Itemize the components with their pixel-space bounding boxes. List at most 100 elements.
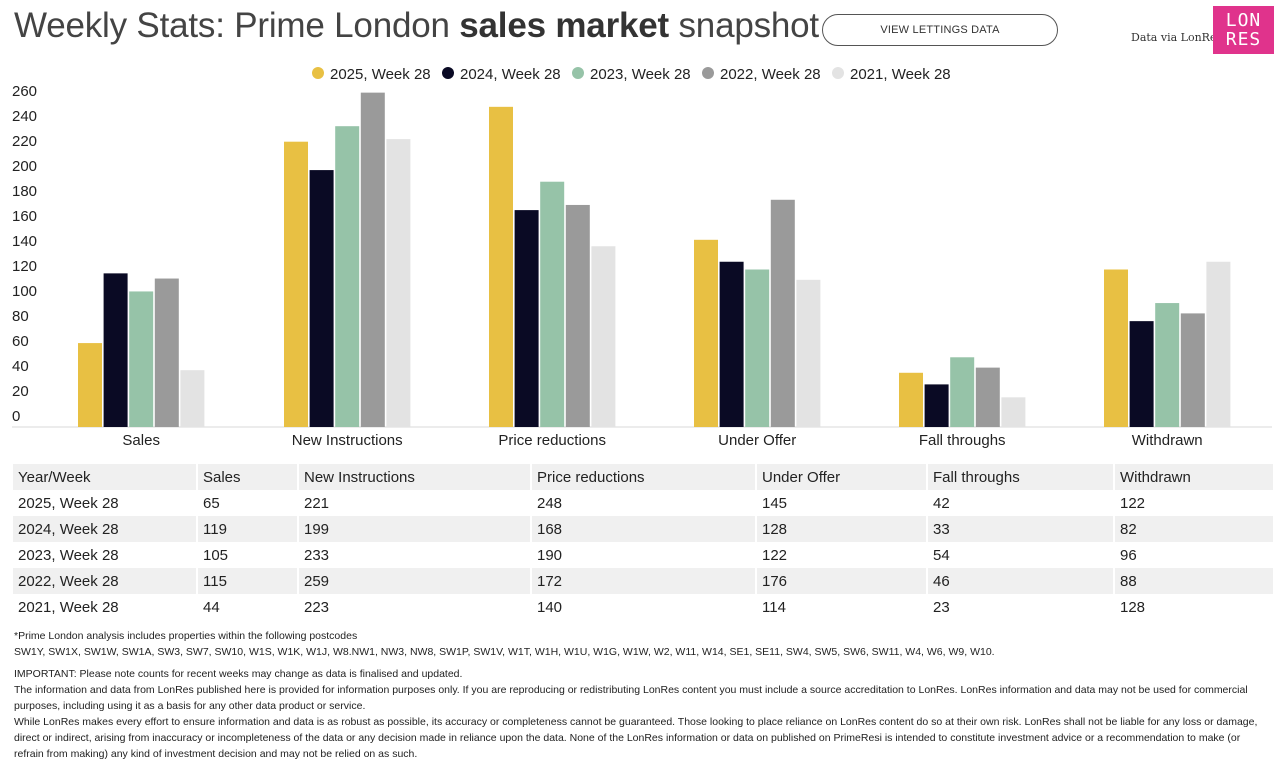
y-tick-label: 140: [12, 233, 37, 250]
legend-marker-2024-week-28: [442, 67, 454, 79]
y-tick-label: 100: [12, 283, 37, 300]
x-tick-label-withdrawn: Withdrawn: [1132, 432, 1203, 449]
table-cell: 23: [926, 594, 1114, 620]
table-cell: 122: [1113, 490, 1273, 516]
y-tick-label: 180: [12, 183, 37, 200]
table-cell: 65: [196, 490, 298, 516]
table-cell: 223: [297, 594, 531, 620]
column-header: Fall throughs: [926, 464, 1114, 490]
table-cell: 259: [297, 568, 531, 594]
bar-fall-throughs-2023-week-28: [950, 357, 975, 427]
page-title: Weekly Stats: Prime London sales market …: [14, 6, 819, 46]
title-prefix: Weekly Stats: Prime London: [14, 6, 460, 45]
table-cell: 145: [755, 490, 927, 516]
table-row: 2025, Week 28 65 221 248 145 42 122: [13, 490, 1273, 516]
bar-fall-throughs-2024-week-28: [924, 384, 949, 427]
bar-withdrawn-2021-week-28: [1206, 261, 1231, 427]
table-cell: 199: [297, 516, 531, 542]
bar-fall-throughs-2022-week-28: [975, 367, 1000, 427]
footnotes: *Prime London analysis includes properti…: [14, 628, 1269, 762]
bar-chart: 2025, Week 28 2024, Week 28 2023, Week 28 2…: [12, 66, 1272, 449]
table-cell: 96: [1113, 542, 1273, 568]
bar-new-instructions-2024-week-28: [309, 170, 334, 427]
table-row: 2021, Week 28 44 223 140 114 23 128: [13, 594, 1273, 620]
table-row: 2024, Week 28 119 199 168 128 33 82: [13, 516, 1273, 542]
table-cell: 2021, Week 28: [18, 598, 119, 616]
column-header: Sales: [196, 464, 298, 490]
title-suffix: snapshot: [668, 6, 820, 45]
bar-sales-2021-week-28: [180, 370, 205, 427]
table-cell: 176: [755, 568, 927, 594]
table-row: 2022, Week 28 115 259 172 176 46 88: [13, 568, 1273, 594]
table-cell: 190: [530, 542, 756, 568]
column-header: New Instructions: [297, 464, 531, 490]
table-header-row: Year/Week Sales New Instructions Price redu…: [13, 464, 1273, 490]
important-note: IMPORTANT: Please note counts for recent…: [14, 668, 463, 680]
x-tick-label-sales: Sales: [122, 432, 160, 449]
table-cell: 233: [297, 542, 531, 568]
table-body: 2025, Week 28 65 221 248 145 42 122 2024, Week …: [13, 490, 1273, 620]
logo-line-2: RES: [1225, 29, 1262, 50]
table-cell: 54: [926, 542, 1114, 568]
y-tick-label: 40: [12, 358, 29, 375]
data-source-label: Data via LonRes: [1131, 31, 1223, 44]
bar-new-instructions-2025-week-28: [284, 141, 308, 427]
y-tick-label: 220: [12, 133, 37, 150]
bar-withdrawn-2025-week-28: [1104, 269, 1128, 427]
table-cell: 119: [196, 516, 298, 542]
bar-withdrawn-2022-week-28: [1180, 313, 1205, 427]
view-lettings-button[interactable]: VIEW LETTINGS DATA: [822, 14, 1058, 46]
postcodes-list: SW1Y, SW1X, SW1W, SW1A, SW3, SW7, SW10, …: [14, 646, 995, 658]
y-tick-label: 80: [12, 308, 29, 325]
legend-marker-2021-week-28: [832, 67, 844, 79]
lonres-logo[interactable]: LON RES: [1213, 6, 1274, 54]
bar-sales-2022-week-28: [154, 278, 179, 427]
column-header: Year/Week: [18, 468, 91, 486]
y-tick-label: 60: [12, 333, 29, 350]
table-cell: 46: [926, 568, 1114, 594]
x-tick-label-new-instructions: New Instructions: [292, 432, 403, 449]
table-cell: 168: [530, 516, 756, 542]
info-note: The information and data from LonRes pub…: [14, 684, 1248, 712]
column-header: Under Offer: [755, 464, 927, 490]
logo-line-1: LON: [1225, 10, 1262, 31]
bar-sales-2024-week-28: [103, 273, 128, 427]
disclaimer-note: While LonRes makes every effort to ensur…: [14, 716, 1258, 760]
x-tick-label-under-offer: Under Offer: [718, 432, 796, 449]
bar-price-reductions-2024-week-28: [514, 210, 539, 427]
table-cell: 114: [755, 594, 927, 620]
y-tick-label: 240: [12, 108, 37, 125]
table-cell: 105: [196, 542, 298, 568]
bar-price-reductions-2022-week-28: [565, 204, 590, 427]
bar-new-instructions-2023-week-28: [335, 126, 360, 428]
legend-label-2025-week-28: 2025, Week 28: [330, 66, 431, 83]
legend-label-2021-week-28: 2021, Week 28: [850, 66, 951, 83]
table-cell: 88: [1113, 568, 1273, 594]
table-cell: 44: [196, 594, 298, 620]
table-cell: 122: [755, 542, 927, 568]
bar-withdrawn-2024-week-28: [1129, 321, 1154, 427]
bar-withdrawn-2023-week-28: [1155, 303, 1180, 427]
bar-under-offer-2025-week-28: [694, 239, 718, 427]
table-cell: 2024, Week 28: [18, 520, 119, 538]
column-header: Withdrawn: [1113, 464, 1273, 490]
bar-sales-2025-week-28: [78, 343, 102, 427]
table-cell: 248: [530, 490, 756, 516]
table-cell: 140: [530, 594, 756, 620]
bar-under-offer-2024-week-28: [719, 261, 744, 427]
legend-marker-2022-week-28: [702, 67, 714, 79]
table-cell: 82: [1113, 516, 1273, 542]
y-tick-label: 260: [12, 83, 37, 100]
bar-price-reductions-2025-week-28: [489, 106, 513, 427]
legend-marker-2023-week-28: [572, 67, 584, 79]
table-cell: 115: [196, 568, 298, 594]
data-table: Year/Week Sales New Instructions Price redu…: [13, 464, 1273, 620]
bar-new-instructions-2021-week-28: [386, 139, 411, 427]
title-bold: sales market: [459, 6, 669, 45]
table-cell: 42: [926, 490, 1114, 516]
y-tick-label: 160: [12, 208, 37, 225]
table-row: 2023, Week 28 105 233 190 122 54 96: [13, 542, 1273, 568]
table-cell: 33: [926, 516, 1114, 542]
y-tick-label: 200: [12, 158, 37, 175]
bar-price-reductions-2021-week-28: [591, 246, 616, 427]
